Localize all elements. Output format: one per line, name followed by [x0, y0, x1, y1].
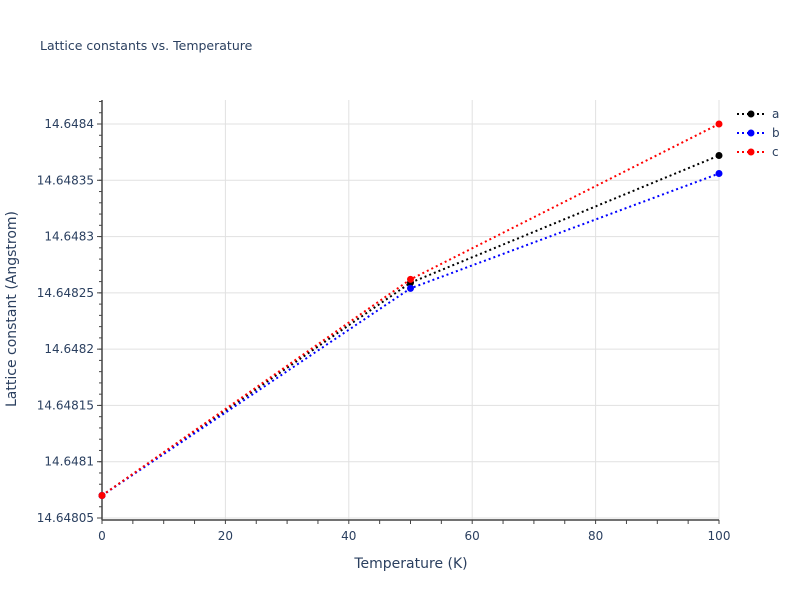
x-tick-label: 100 [708, 529, 731, 543]
data-series [98, 120, 723, 499]
y-tick-label: 14.64815 [37, 398, 94, 412]
data-point[interactable] [98, 491, 106, 499]
chart-title: Lattice constants vs. Temperature [40, 38, 253, 53]
data-point[interactable] [715, 152, 723, 160]
legend-item-a[interactable]: a [737, 107, 779, 121]
gridlines [102, 100, 720, 520]
y-tick-label: 14.6481 [44, 455, 94, 469]
legend-label: a [772, 107, 779, 121]
x-tick-label: 0 [98, 529, 106, 543]
y-tick-label: 14.64825 [37, 286, 94, 300]
x-axis-label: Temperature (K) [353, 556, 467, 572]
x-tick-label: 40 [341, 529, 356, 543]
data-point[interactable] [715, 120, 723, 128]
x-tick-label: 80 [588, 529, 603, 543]
series-a [98, 152, 723, 499]
y-tick-label: 14.64805 [37, 511, 94, 525]
y-tick-label: 14.64835 [37, 173, 94, 187]
y-tick-label: 14.6483 [44, 230, 94, 244]
y-tick-label: 14.6482 [44, 342, 94, 356]
y-tick-label: 14.6484 [44, 117, 94, 131]
legend-item-c[interactable]: c [737, 145, 779, 159]
data-point[interactable] [715, 170, 723, 178]
axes: 0 20 40 60 80 100 14.64805 14.6481 14.64815 14.64… [37, 100, 731, 543]
legend[interactable]: abc [737, 107, 780, 159]
legend-item-b[interactable]: b [737, 126, 780, 140]
legend-label: c [772, 145, 779, 159]
x-tick-label: 60 [465, 529, 480, 543]
data-point[interactable] [407, 275, 414, 283]
data-point[interactable] [407, 284, 414, 292]
series-b [98, 170, 723, 499]
legend-label: b [772, 126, 780, 140]
series-c [98, 120, 723, 499]
y-axis-label: Lattice constant (Angstrom) [4, 211, 20, 407]
x-tick-label: 20 [218, 529, 233, 543]
